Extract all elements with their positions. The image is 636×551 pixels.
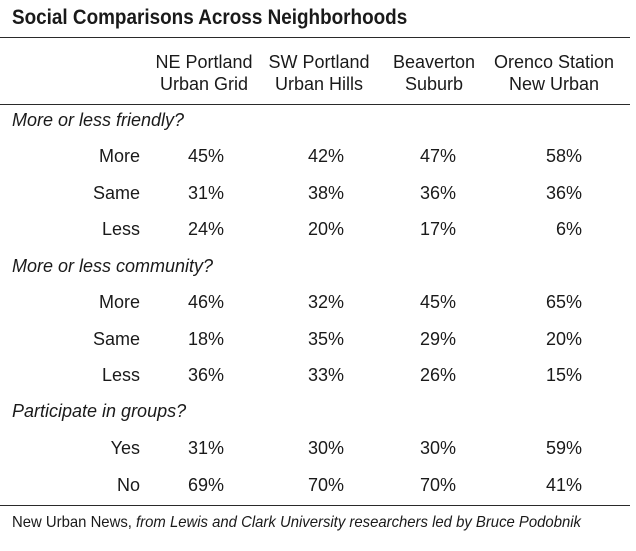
table-title: Social Comparisons Across Neighborhoods bbox=[12, 6, 408, 29]
section-heading-friendly: More or less friendly? bbox=[12, 110, 185, 130]
row-label: Same bbox=[92, 183, 140, 203]
column-header-line: New Urban bbox=[508, 74, 600, 94]
table-cell: 70% bbox=[419, 475, 456, 495]
column-header-orenco: Orenco Station New Urban bbox=[484, 51, 624, 95]
table-cell: 26% bbox=[419, 365, 456, 385]
table-cell: 30% bbox=[307, 438, 344, 458]
table-cell: 32% bbox=[307, 292, 344, 312]
table-cell: 69% bbox=[187, 475, 224, 495]
table-cell: 36% bbox=[187, 365, 224, 385]
table-cell: 38% bbox=[307, 183, 344, 203]
column-header-line: Beaverton bbox=[392, 52, 476, 72]
table-cell: 47% bbox=[419, 146, 456, 166]
top-rule bbox=[0, 37, 630, 38]
row-label: Yes bbox=[110, 438, 140, 458]
table-cell: 36% bbox=[419, 183, 456, 203]
source-credit: from Lewis and Clark University research… bbox=[136, 514, 581, 531]
table-cell: 70% bbox=[307, 475, 344, 495]
header-rule bbox=[0, 104, 630, 105]
table-cell: 42% bbox=[307, 146, 344, 166]
section-heading-community: More or less community? bbox=[12, 256, 214, 276]
section-heading-groups: Participate in groups? bbox=[12, 401, 187, 421]
bottom-rule bbox=[0, 505, 630, 506]
table-cell: 41% bbox=[545, 475, 582, 495]
table-cell: 58% bbox=[545, 146, 582, 166]
table-cell: 33% bbox=[307, 365, 344, 385]
column-header-line: SW Portland bbox=[268, 52, 370, 72]
table-cell: 45% bbox=[187, 146, 224, 166]
source-note: New Urban News, from Lewis and Clark Uni… bbox=[12, 514, 581, 532]
column-header-sw-portland: SW Portland Urban Hills bbox=[249, 51, 389, 95]
table-cell: 20% bbox=[545, 329, 582, 349]
table-cell: 31% bbox=[187, 183, 224, 203]
row-label: Same bbox=[92, 329, 140, 349]
table-cell: 29% bbox=[419, 329, 456, 349]
row-label: More bbox=[98, 146, 140, 166]
column-header-line: NE Portland bbox=[155, 52, 253, 72]
table-cell: 31% bbox=[187, 438, 224, 458]
table-cell: 45% bbox=[419, 292, 456, 312]
row-label: Less bbox=[101, 365, 140, 385]
table-cell: 65% bbox=[545, 292, 582, 312]
row-label: More bbox=[98, 292, 140, 312]
table-cell: 20% bbox=[307, 219, 344, 239]
row-label: Less bbox=[101, 219, 140, 239]
table-cell: 35% bbox=[307, 329, 344, 349]
source-publisher: New Urban News, bbox=[12, 514, 132, 531]
row-label: No bbox=[116, 475, 140, 495]
table-cell: 17% bbox=[419, 219, 456, 239]
column-header-beaverton: Beaverton Suburb bbox=[364, 51, 504, 95]
column-header-ne-portland: NE Portland Urban Grid bbox=[134, 51, 274, 95]
table-cell: 24% bbox=[187, 219, 224, 239]
table-cell: 6% bbox=[555, 219, 582, 239]
table-cell: 46% bbox=[187, 292, 224, 312]
column-header-line: Suburb bbox=[404, 74, 464, 94]
column-header-line: Urban Grid bbox=[159, 74, 249, 94]
column-header-line: Urban Hills bbox=[274, 74, 364, 94]
table-cell: 18% bbox=[187, 329, 224, 349]
table-cell: 59% bbox=[545, 438, 582, 458]
column-header-line: Orenco Station bbox=[493, 52, 615, 72]
table-cell: 15% bbox=[545, 365, 582, 385]
table-cell: 30% bbox=[419, 438, 456, 458]
table-cell: 36% bbox=[545, 183, 582, 203]
